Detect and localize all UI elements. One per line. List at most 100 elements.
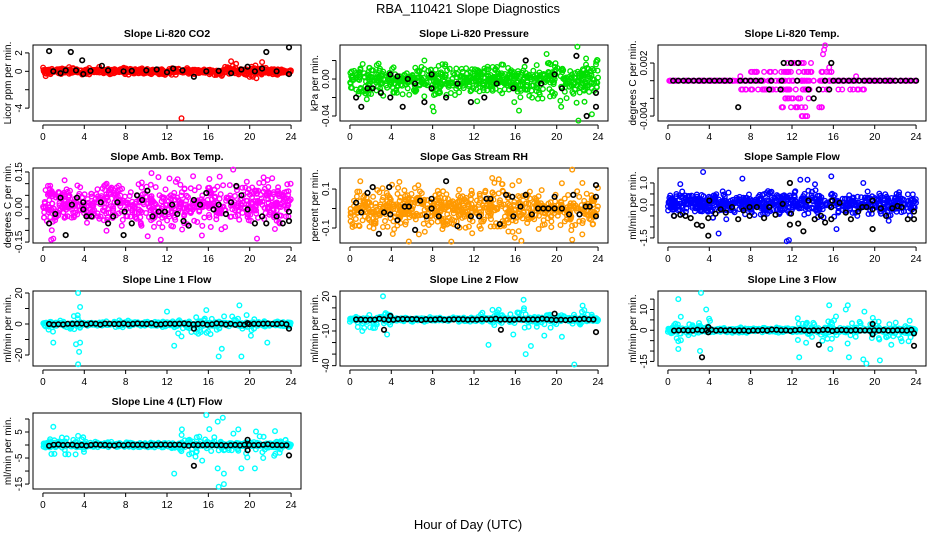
colored-point [159,224,166,231]
x-axis: 0 4 8 12 16 20 24 [40,369,298,388]
colored-point [760,77,767,84]
colored-point [445,79,452,86]
colored-point [420,220,427,227]
black-point [412,80,419,87]
colored-point [904,191,911,198]
black-point [394,73,401,80]
black-point [244,63,251,70]
chart-title: RBA_110421 Slope Diagnostics [375,1,561,16]
colored-point [389,230,396,237]
colored-point [514,88,521,95]
colored-point [284,181,291,188]
colored-point [467,69,474,76]
black-point [551,71,558,78]
colored-point [392,80,399,87]
colored-point [456,89,463,96]
colored-point [157,236,164,243]
x-tick-label: 16 [510,254,522,265]
black-point [810,95,817,102]
colored-point [526,92,533,99]
black-point [412,226,419,233]
black-point [592,103,600,110]
colored-point [574,43,581,50]
colored-point [805,95,812,102]
colored-point [380,223,387,230]
x-tick-label: 16 [510,377,522,388]
colored-point [260,174,267,181]
y-tick-label: 0.002 [639,50,650,75]
colored-point [487,76,494,83]
colored-point [66,64,73,71]
colored-point [818,68,825,75]
black-point [821,219,829,226]
colored-point [839,86,846,93]
x-axis: 0 4 8 12 16 20 24 [347,246,605,265]
colored-point [178,115,185,122]
colored-point [218,72,225,79]
colored-point [366,64,373,71]
x-tick-label: 24 [911,254,923,265]
colored-point [569,71,576,78]
y-tick-label: -20 [14,347,25,362]
black-point [72,67,80,74]
black-point [558,85,566,92]
colored-point [411,184,418,191]
colored-point [198,232,205,239]
black-point [828,216,835,223]
colored-point [488,83,495,90]
colored-point [793,104,800,111]
colored-point [495,176,502,183]
colored-point [150,223,157,230]
colored-point [224,64,231,71]
black-point [285,208,293,215]
colored-point [244,189,251,196]
colored-point [517,94,524,101]
black-point [786,179,794,187]
colored-point [42,200,49,207]
colored-point [742,86,749,93]
x-axis: 0 4 8 12 16 20 24 [40,124,297,143]
colored-point [524,219,531,226]
panel-title: Slope Gas Stream RH [420,151,528,163]
black-point [404,75,411,83]
colored-point [363,96,370,103]
black-point [386,184,393,191]
colored-point [271,225,278,232]
colored-point [502,70,509,77]
colored-point [236,216,243,223]
black-point [800,228,807,235]
colored-point [519,215,526,222]
x-axis: 0 4 8 12 16 20 24 [665,124,922,143]
y-tick-label: 0.00 [321,69,332,89]
colored-point [568,82,575,89]
colored-point [835,208,842,215]
black-point [399,103,406,110]
colored-point [795,68,802,75]
x-tick-label: 24 [593,254,605,265]
black-point [128,220,135,227]
colored-point [835,86,842,93]
black-point [693,221,701,228]
black-point [387,71,394,78]
x-tick-label: 24 [286,254,298,265]
black-point [778,77,785,84]
colored-point [115,210,122,217]
colored-point [77,304,84,311]
x-tick-label: 24 [593,132,605,143]
colored-point [211,71,218,78]
black-point [358,103,365,110]
black-point [805,86,812,93]
x-tick-label: 24 [286,377,298,388]
x-tick-label: 0 [347,377,353,388]
black-point [576,211,583,218]
colored-point [432,91,439,98]
colored-point [228,213,235,220]
colored-point [588,85,595,92]
colored-point [356,223,363,230]
black-point [238,66,245,73]
colored-point [833,226,840,233]
panel-title: Slope Amb. Box Temp. [110,151,223,163]
colored-point [186,67,193,74]
colored-point [370,225,377,232]
colored-point [220,203,227,210]
